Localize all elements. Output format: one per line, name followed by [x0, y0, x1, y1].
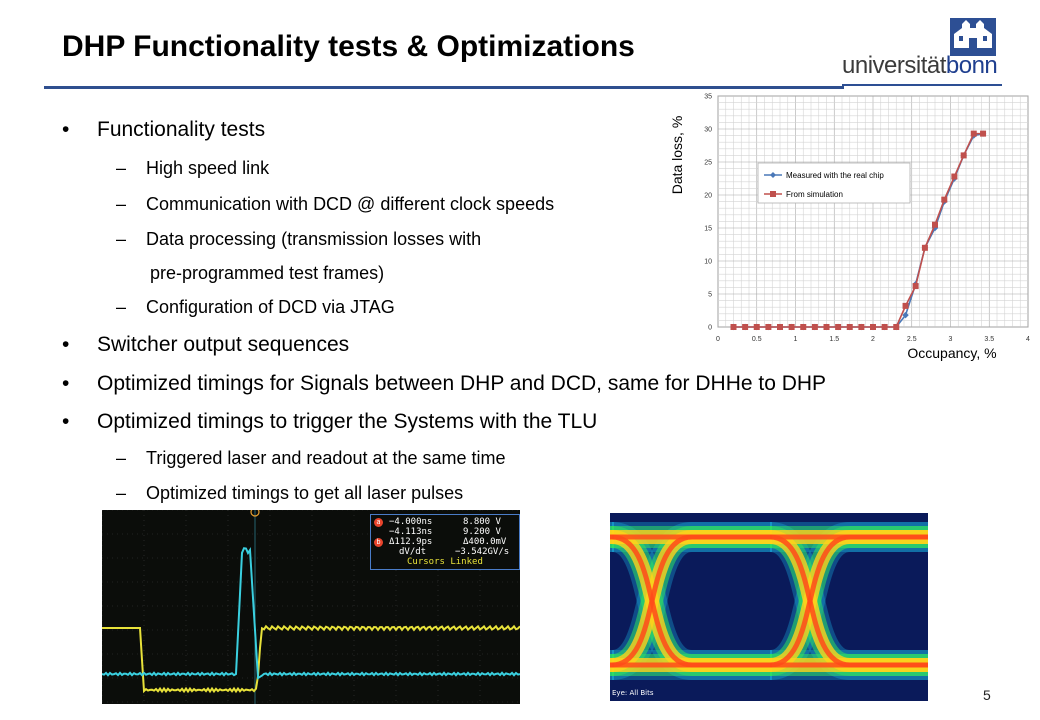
cursor-row-2-b: Δ400.0mV — [463, 537, 507, 547]
chart-canvas: 0 0.5 1 1.5 2 2.5 3 3.5 4 0 5 10 15 20 25 30 35 Data loss… — [669, 94, 1030, 362]
x-tick-label: 1 — [794, 336, 798, 343]
x-axis-label: Occupancy, % — [907, 345, 996, 361]
series-point-1 — [941, 196, 948, 203]
series-point-1 — [742, 324, 749, 330]
trigger-marker-icon — [250, 510, 260, 517]
series-point-1 — [753, 324, 760, 330]
trace-channel-1 — [102, 624, 520, 694]
series-point-1 — [951, 173, 958, 180]
logo-wordmark: universitätbonn — [842, 52, 998, 80]
y-axis-label: Data loss, % — [669, 116, 685, 195]
series-point-1 — [811, 324, 818, 330]
series-point-1 — [970, 130, 977, 137]
series-point-1 — [893, 324, 900, 330]
logo-underline — [842, 84, 1002, 86]
cursors-linked-label: Cursors Linked — [407, 557, 483, 567]
series-point-1 — [980, 130, 987, 137]
eye-diagram: Eye: All Bits — [610, 513, 928, 701]
series-point-1 — [823, 324, 830, 330]
series-point-1 — [921, 244, 928, 251]
chart-legend: Measured with the real chip From simulati… — [757, 162, 911, 204]
series-point-1 — [881, 324, 888, 330]
eye-footer-label: Eye: All Bits — [612, 689, 654, 697]
series-point-1 — [846, 324, 853, 330]
x-tick-label: 0 — [716, 336, 720, 343]
series-point-1 — [777, 324, 783, 330]
logo-text-bold: bonn — [945, 52, 998, 79]
cursor-readout-panel: a b −4.000ns 8.800 V −4.113ns 9.200 V Δ1… — [370, 514, 520, 570]
x-tick-label: 0.5 — [752, 336, 762, 343]
x-tick-label: 3 — [949, 336, 953, 343]
y-tick-label: 5 — [708, 292, 712, 299]
legend-entry-0: Measured with the real chip — [786, 171, 884, 180]
x-tick-label: 4 — [1026, 336, 1030, 343]
series-point-0 — [931, 224, 939, 232]
series-point-1 — [800, 324, 807, 330]
series-point-1 — [932, 221, 938, 228]
building-icon — [950, 18, 996, 56]
y-tick-label: 15 — [704, 226, 712, 233]
x-tick-label: 3.5 — [984, 336, 994, 343]
trace-channel-2 — [102, 546, 520, 680]
series-point-1 — [912, 283, 919, 290]
y-tick-label: 25 — [704, 160, 712, 167]
cursor-row-1-a: −4.113ns — [389, 527, 433, 537]
x-tick-label: 2.5 — [907, 336, 917, 343]
cursor-row-3-a: dV/dt — [399, 547, 427, 557]
oscilloscope-traces — [102, 510, 520, 704]
university-logo: universitätbonn — [842, 18, 1002, 86]
y-tick-label: 10 — [704, 259, 712, 266]
series-point-1 — [870, 324, 876, 330]
cursor-row-3-b: −3.542GV/s — [455, 547, 510, 557]
y-tick-label: 0 — [708, 325, 712, 332]
y-tick-label: 30 — [704, 127, 712, 134]
eye-diagram-canvas — [610, 522, 928, 680]
cursor-row-1-b: 9.200 V — [463, 527, 501, 537]
logo-text-plain: universität — [842, 52, 946, 79]
legend-entry-1: From simulation — [786, 190, 843, 199]
series-point-1 — [858, 324, 865, 330]
x-tick-label: 1.5 — [829, 336, 839, 343]
x-tick-label: 2 — [871, 336, 875, 343]
cursor-marker-a: a — [374, 518, 383, 527]
cursor-marker-b: b — [374, 538, 383, 547]
cursor-row-0-b: 8.800 V — [463, 517, 501, 527]
data-loss-chart: 0 0.5 1 1.5 2 2.5 3 3.5 4 0 5 10 15 20 25 30 35 Data loss… — [662, 88, 1032, 363]
series-point-1 — [835, 324, 842, 330]
slide-title: DHP Functionality tests & Optimizations — [62, 30, 635, 63]
page-number: 5 — [983, 687, 991, 703]
eye-traces — [610, 522, 928, 680]
series-point-1 — [730, 324, 737, 330]
y-tick-label: 20 — [704, 193, 712, 200]
y-tick-label: 35 — [704, 94, 712, 101]
series-point-1 — [902, 302, 909, 309]
series-point-1 — [765, 324, 772, 330]
title-underline — [44, 86, 844, 89]
series-point-1 — [788, 324, 795, 330]
oscilloscope-screenshot: a b −4.000ns 8.800 V −4.113ns 9.200 V Δ1… — [102, 510, 520, 704]
cursor-row-2-a: Δ112.9ps — [389, 537, 433, 547]
series-point-1 — [960, 152, 967, 159]
cursor-row-0-a: −4.000ns — [389, 517, 433, 527]
